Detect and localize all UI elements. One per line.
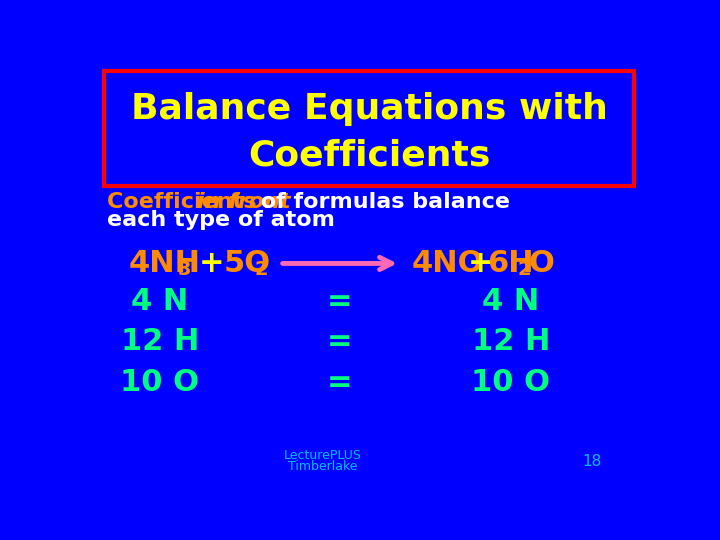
Text: 18: 18 [582,454,602,469]
Text: 5O: 5O [223,249,271,278]
Text: Timberlake: Timberlake [288,460,357,473]
Text: =: = [327,327,352,356]
Text: 12 H: 12 H [472,327,550,356]
Text: 10 O: 10 O [120,368,199,396]
Text: 3: 3 [178,260,191,279]
Text: 4NO: 4NO [412,249,484,278]
Text: in front: in front [197,192,291,212]
Text: Coefficients: Coefficients [107,192,264,212]
Text: =: = [327,287,352,316]
Text: 4 N: 4 N [131,287,189,316]
FancyBboxPatch shape [104,71,634,186]
Text: +: + [199,249,224,278]
Text: 10 O: 10 O [472,368,550,396]
Text: 2: 2 [517,260,531,279]
Text: 12 H: 12 H [120,327,199,356]
Text: 6H: 6H [487,249,534,278]
Text: LecturePLUS: LecturePLUS [284,449,361,462]
Text: 2: 2 [254,260,268,279]
Text: +: + [468,249,494,278]
Text: O: O [528,249,554,278]
Text: of formulas balance: of formulas balance [253,192,510,212]
Text: 4 N: 4 N [482,287,539,316]
Text: Balance Equations with: Balance Equations with [130,92,608,126]
Text: each type of atom: each type of atom [107,211,335,231]
Text: 4NH: 4NH [129,249,201,278]
Text: Coefficients: Coefficients [248,139,490,173]
Text: =: = [327,368,352,396]
